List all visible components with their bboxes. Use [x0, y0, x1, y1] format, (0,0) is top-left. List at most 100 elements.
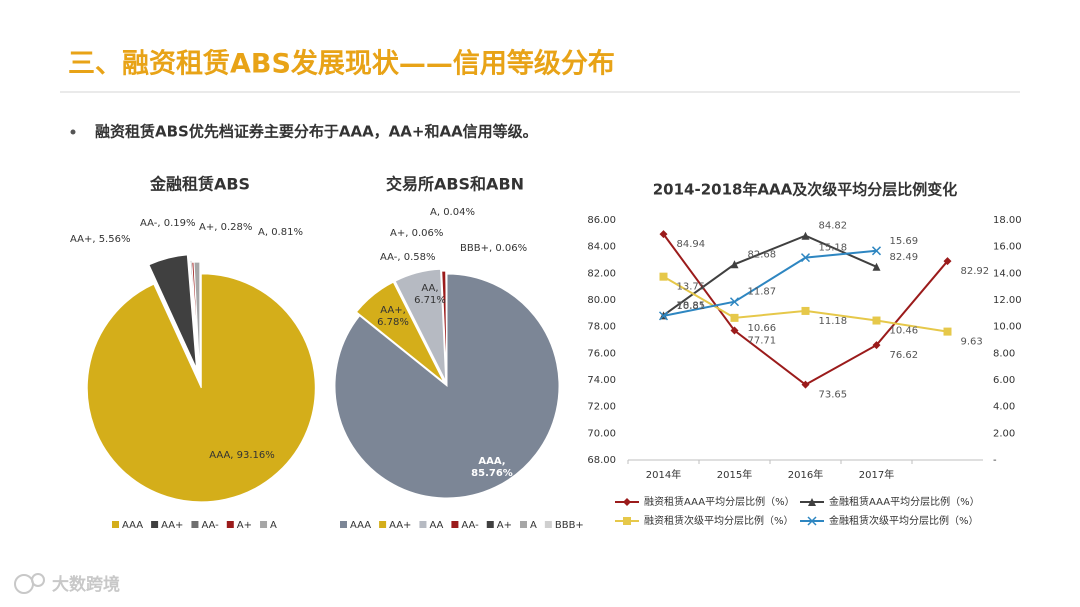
legend-swatch	[112, 521, 119, 528]
legend-label: 融资租赁AAA平均分层比例（%）	[644, 495, 795, 508]
data-point	[729, 297, 740, 307]
data-label: AA-, 0.58%	[380, 252, 435, 263]
y2-tick-label: 2.00	[993, 428, 1015, 439]
y-tick-label: 78.00	[587, 322, 616, 333]
data-point	[658, 311, 669, 321]
data-label: BBB+, 0.06%	[460, 243, 527, 254]
data-label: 82.68	[748, 249, 777, 260]
data-label: 78.85	[677, 300, 706, 311]
legend-label: A	[270, 520, 277, 531]
data-label: 84.94	[677, 239, 706, 250]
data-label: A, 0.81%	[258, 227, 303, 238]
legend-label: AA+	[389, 520, 411, 531]
series-line	[662, 234, 877, 317]
legend-label: A+	[237, 520, 252, 531]
y-tick-label: 80.00	[587, 295, 616, 306]
data-label: 15.18	[819, 243, 848, 254]
y-tick-label: 68.00	[587, 455, 616, 466]
data-label: 15.69	[890, 236, 919, 247]
data-label: A+, 0.28%	[199, 222, 252, 233]
chart-title: 2014-2018年AAA及次级平均分层比例变化	[653, 181, 958, 199]
pie-slice	[148, 254, 197, 369]
legend-label: 金融租赁AAA平均分层比例（%）	[829, 495, 980, 508]
legend-label: AAA	[122, 520, 143, 531]
data-point	[943, 327, 952, 336]
data-point	[800, 253, 811, 263]
chart-title: 金融租赁ABS	[149, 175, 250, 194]
legend-swatch	[544, 521, 552, 528]
x-tick-label: 2016年	[788, 468, 823, 481]
legend-label: 融资租赁次级平均分层比例（%）	[644, 514, 794, 527]
x-tick-label: 2017年	[859, 468, 894, 481]
data-label: AAA, 85.76%	[471, 456, 513, 479]
data-label: 84.82	[819, 221, 848, 232]
y2-tick-label: 16.00	[993, 242, 1022, 253]
data-point	[801, 380, 810, 389]
pie-slice	[394, 268, 447, 382]
legend-label: A+	[497, 520, 512, 531]
series-line	[663, 249, 877, 317]
y2-tick-label: 12.00	[993, 295, 1022, 306]
data-label: 77.71	[748, 336, 777, 347]
y2-tick-label: -	[993, 455, 997, 466]
data-point	[871, 246, 882, 256]
pie-slice	[334, 273, 560, 499]
legend-swatch	[451, 521, 459, 528]
data-point	[659, 272, 668, 281]
y-tick-label: 84.00	[587, 242, 616, 253]
legend-label: AA	[429, 520, 443, 531]
legend-marker	[808, 498, 816, 506]
watermark-icon	[14, 573, 45, 594]
pie-slice	[193, 261, 201, 377]
y-tick-label: 72.00	[587, 402, 616, 413]
legend-swatch	[419, 521, 427, 528]
data-point	[730, 326, 739, 335]
data-point	[943, 257, 952, 266]
data-label: 9.63	[961, 337, 983, 348]
y-tick-label: 70.00	[587, 428, 616, 439]
legend-swatch	[486, 521, 494, 528]
data-point	[730, 313, 739, 322]
data-label: 10.46	[890, 326, 919, 337]
x-tick-label: 2014年	[646, 468, 681, 481]
watermark: 大数跨境	[52, 574, 120, 595]
data-point	[659, 230, 668, 239]
data-label: 73.65	[819, 390, 848, 401]
legend-swatch	[260, 521, 268, 528]
data-label: AA+, 5.56%	[70, 234, 130, 245]
data-label: AA-, 0.19%	[140, 218, 195, 229]
data-label: A, 0.04%	[430, 207, 475, 218]
y2-tick-label: 18.00	[993, 215, 1022, 226]
bullet-dot	[70, 129, 76, 135]
x-tick-label: 2015年	[717, 468, 752, 481]
legend-label: AA-	[201, 520, 219, 531]
pie-slice	[86, 273, 316, 503]
legend-label: BBB+	[555, 520, 584, 531]
legend-label: AAA	[350, 520, 371, 531]
legend-label: AA+	[161, 520, 183, 531]
data-label: AAA, 93.16%	[209, 450, 275, 461]
data-label: AA, 6.71%	[414, 283, 446, 306]
data-label: 13.75	[677, 282, 706, 293]
data-label: 11.18	[819, 316, 848, 327]
data-point	[801, 306, 810, 315]
data-label: 10.66	[748, 323, 777, 334]
y-tick-label: 74.00	[587, 375, 616, 386]
y2-tick-label: 10.00	[993, 322, 1022, 333]
legend-swatch	[520, 521, 527, 528]
data-label: AA+, 6.78%	[377, 305, 409, 328]
y-tick-label: 82.00	[587, 268, 616, 279]
data-label: 82.92	[961, 266, 990, 277]
y-tick-label: 76.00	[587, 348, 616, 359]
legend-swatch	[191, 521, 199, 528]
legend-label: AA-	[461, 520, 479, 531]
data-point	[872, 262, 881, 271]
legend-swatch	[151, 521, 159, 528]
y2-tick-label: 8.00	[993, 348, 1015, 359]
data-label: A+, 0.06%	[390, 228, 443, 239]
y-tick-label: 86.00	[587, 215, 616, 226]
y2-tick-label: 6.00	[993, 375, 1015, 386]
data-point	[872, 316, 881, 325]
legend-swatch	[379, 521, 387, 528]
